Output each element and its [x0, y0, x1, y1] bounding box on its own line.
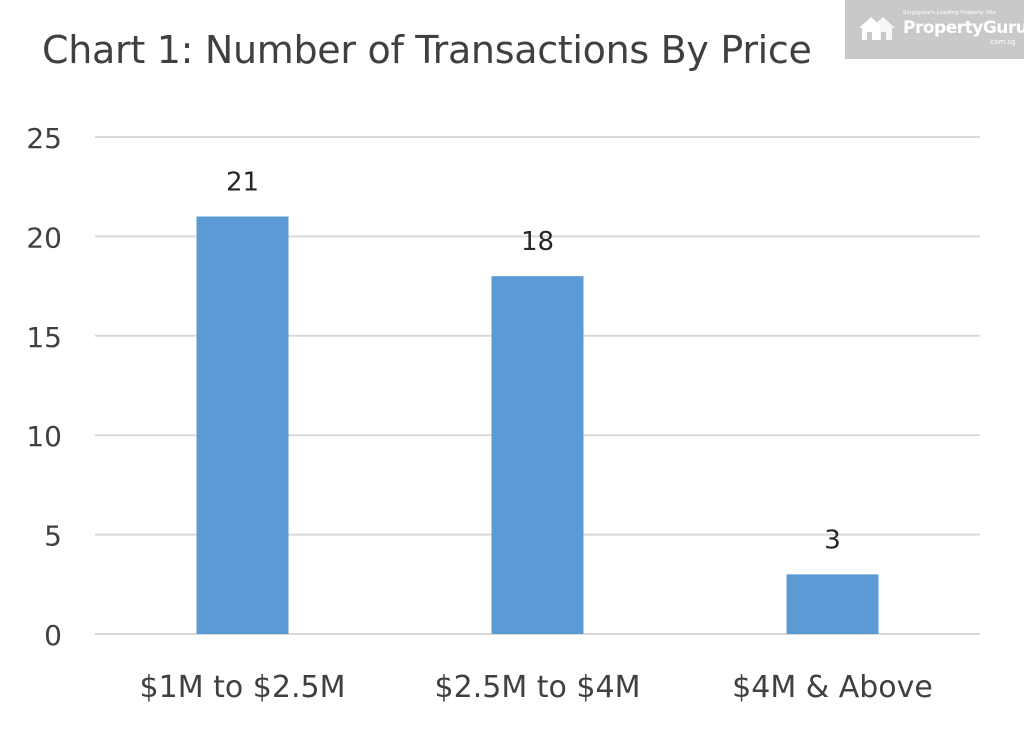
y-axis-ticks: 0 5 10 15 20 25	[26, 122, 62, 652]
bars	[196, 216, 879, 634]
x-axis-ticks: $1M to $2.5M $2.5M to $4M $4M & Above	[140, 670, 933, 705]
x-tick-label: $4M & Above	[732, 670, 933, 705]
watermark-tagline: Singapore's Leading Property Site	[903, 10, 996, 16]
data-label: 18	[521, 227, 554, 257]
data-label: 3	[824, 525, 841, 555]
house-icon	[859, 17, 895, 40]
chart-title: Chart 1: Number of Transactions By Price	[42, 28, 812, 72]
x-tick-label: $2.5M to $4M	[435, 670, 641, 705]
x-tick-label: $1M to $2.5M	[140, 670, 346, 705]
data-labels: 21 18 3	[226, 168, 841, 556]
y-tick-label: 15	[26, 321, 62, 354]
bar	[786, 574, 879, 634]
y-tick-label: 25	[26, 122, 62, 155]
y-tick-label: 0	[44, 619, 62, 652]
bar	[196, 216, 289, 634]
y-tick-label: 20	[26, 221, 62, 254]
y-tick-label: 5	[44, 520, 62, 553]
watermark-domain: .com.sg	[988, 38, 1016, 46]
watermark: Singapore's Leading Property Site Proper…	[845, 0, 1024, 59]
y-tick-label: 10	[26, 420, 62, 453]
watermark-brand: PropertyGuru	[903, 18, 1024, 38]
bar	[491, 276, 584, 634]
data-label: 21	[226, 168, 259, 198]
